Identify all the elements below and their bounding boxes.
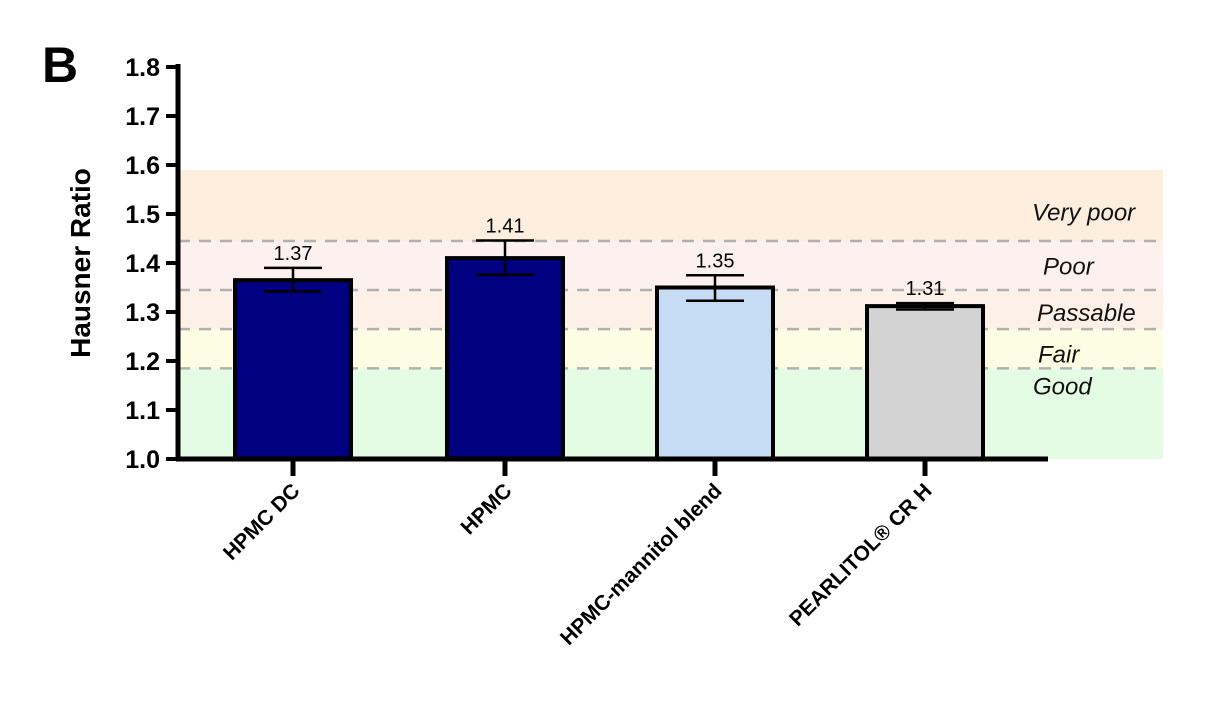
band-label: Passable <box>1037 300 1136 327</box>
y-tick-label: 1.0 <box>125 446 160 474</box>
y-tick-label: 1.2 <box>125 348 160 376</box>
bar <box>865 304 985 461</box>
x-tick-label: HPMC-mannitol blend <box>556 479 727 650</box>
y-tick-label: 1.4 <box>125 250 160 278</box>
bar <box>655 285 775 461</box>
y-tick-label: 1.8 <box>125 54 160 82</box>
data-label: 1.31 <box>906 278 945 300</box>
data-label: 1.41 <box>486 215 525 237</box>
band-label: Poor <box>1043 253 1095 280</box>
y-tick-label: 1.7 <box>125 103 160 131</box>
band-label: Fair <box>1038 342 1080 369</box>
y-tick-label: 1.3 <box>125 299 160 327</box>
y-tick-label: 1.1 <box>125 397 160 425</box>
y-tick-label: 1.6 <box>125 152 160 180</box>
band-label: Very poor <box>1032 200 1136 227</box>
x-tick-label: HPMC DC <box>219 479 305 565</box>
band-label: Good <box>1033 374 1092 401</box>
data-label: 1.37 <box>274 243 313 265</box>
bar <box>445 256 565 461</box>
data-label: 1.35 <box>696 250 735 272</box>
panel-label: B <box>42 37 78 93</box>
y-tick-label: 1.5 <box>125 201 160 229</box>
y-axis-label: Hausner Ratio <box>65 168 96 358</box>
x-tick-label: HPMC <box>457 479 517 539</box>
bar <box>233 278 353 461</box>
x-tick-label: PEARLITOL® CR H <box>785 479 937 631</box>
band-very-poor <box>178 169 1163 241</box>
